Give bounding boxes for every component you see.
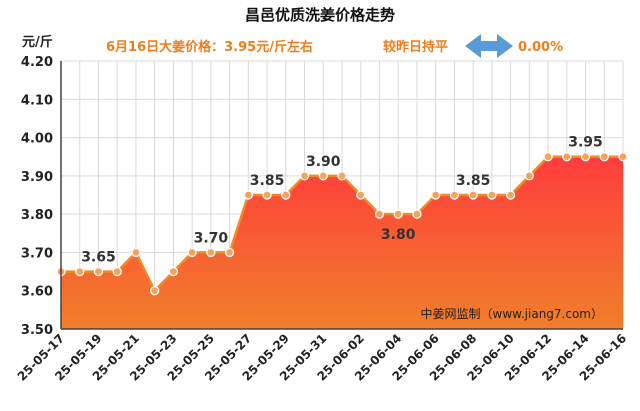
x-tick-labels: 25-05-1725-05-1925-05-2125-05-2325-05-25… — [15, 331, 629, 383]
price-summary: 6月16日大姜价格：3.95元/斤左右 — [106, 39, 313, 55]
y-tick-label: 3.70 — [21, 246, 53, 261]
data-label: 3.90 — [306, 154, 341, 170]
data-point — [412, 209, 422, 219]
source-credit: 中姜网监制（www.jiang7.com） — [421, 306, 603, 321]
price-area — [61, 156, 623, 329]
data-point — [318, 171, 328, 181]
data-point — [599, 152, 609, 162]
data-point — [281, 190, 291, 200]
data-point — [524, 171, 534, 181]
change-percent: 0.00% — [518, 40, 563, 55]
data-point — [431, 190, 441, 200]
data-label: 3.85 — [456, 173, 491, 189]
data-point — [224, 247, 235, 258]
data-point — [580, 152, 591, 162]
data-point — [449, 190, 460, 200]
data-point — [393, 209, 403, 219]
compare-text: 较昨日持平 — [383, 39, 448, 55]
y-tick-label: 3.80 — [21, 208, 53, 223]
data-label: 3.65 — [81, 250, 116, 266]
data-point — [206, 247, 216, 258]
data-point — [356, 190, 366, 200]
data-point — [337, 171, 347, 181]
y-tick-label: 4.00 — [21, 132, 53, 147]
y-tick-label: 3.50 — [21, 323, 53, 338]
data-label: 3.80 — [381, 227, 416, 243]
data-point — [75, 266, 85, 277]
data-point — [468, 190, 478, 200]
data-point — [243, 190, 253, 200]
data-point — [131, 247, 141, 258]
data-points — [56, 152, 628, 296]
data-point — [168, 266, 179, 277]
data-point — [618, 152, 628, 162]
y-tick-label: 4.20 — [21, 55, 53, 70]
data-point — [374, 209, 385, 219]
data-point — [543, 152, 553, 162]
data-point — [262, 190, 272, 200]
chart-title: 昌邑优质洗姜价格走势 — [245, 6, 395, 24]
data-point — [93, 266, 104, 277]
y-tick-labels: 3.50 3.60 3.70 3.80 3.90 4.00 4.10 4.20 — [21, 55, 53, 338]
y-tick-label: 4.10 — [21, 93, 53, 108]
data-label: 3.85 — [250, 173, 285, 189]
data-label: 3.70 — [194, 230, 229, 246]
axes — [60, 61, 623, 330]
data-point — [299, 171, 310, 181]
data-point — [187, 247, 197, 258]
double-arrow-icon — [465, 34, 513, 58]
data-point — [150, 286, 160, 296]
data-point — [505, 190, 516, 200]
y-axis-unit: 元/斤 — [22, 34, 53, 50]
data-point — [487, 190, 497, 200]
data-label: 3.95 — [568, 135, 603, 151]
y-tick-label: 3.90 — [21, 170, 53, 185]
y-tick-label: 3.60 — [21, 285, 53, 300]
data-point — [562, 152, 572, 162]
data-point — [112, 266, 122, 277]
data-labels: 3.65 3.70 3.85 3.90 3.80 3.85 3.95 — [81, 135, 603, 266]
